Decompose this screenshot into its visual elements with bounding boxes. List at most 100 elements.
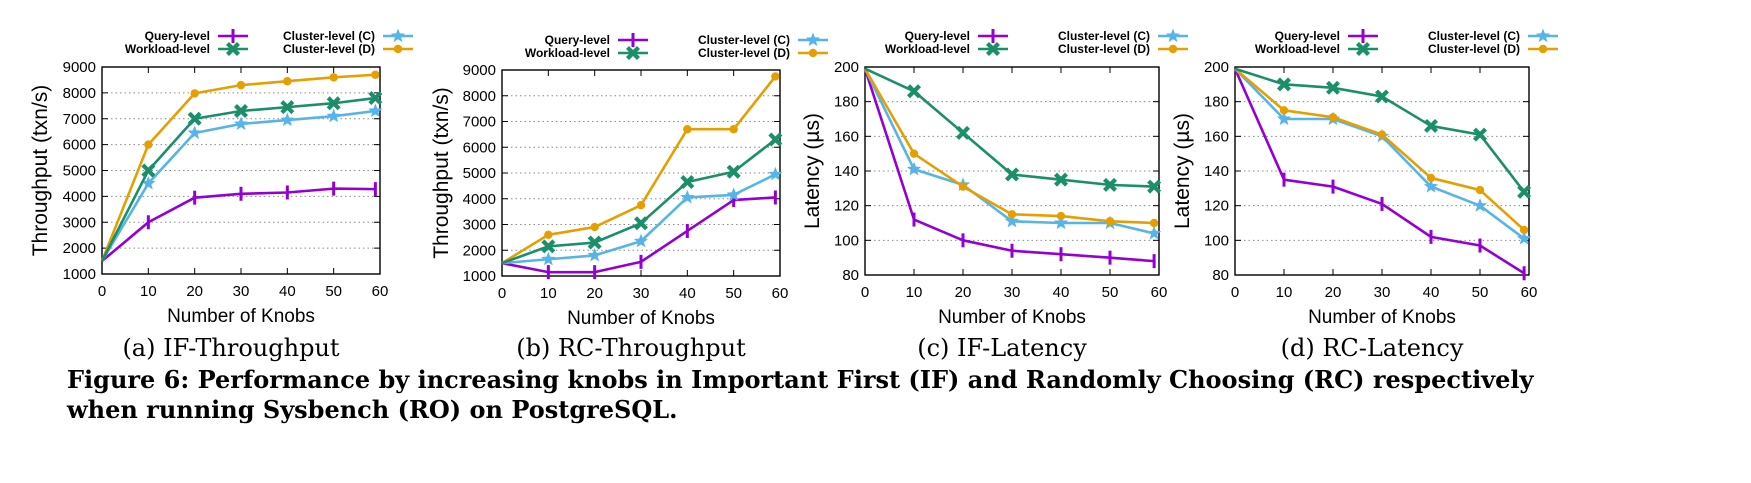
data-point: [280, 100, 295, 115]
y-tick-label: 120: [1204, 198, 1229, 215]
data-point: [636, 200, 646, 210]
legend-marker: [1168, 44, 1178, 54]
data-point: [187, 125, 202, 140]
data-point: [234, 104, 248, 118]
data-point: [1147, 179, 1162, 194]
series-cluster_d: [501, 72, 780, 265]
data-point: [1328, 113, 1338, 122]
legend-label: Workload-level: [1255, 42, 1340, 56]
y-tick-label: 180: [1204, 94, 1229, 111]
x-tick-label: 20: [186, 283, 203, 300]
subcaption: (d) RC-Latency: [1281, 334, 1464, 362]
legend-label: Cluster-level (C): [283, 29, 375, 43]
legend-label: Workload-level: [125, 42, 210, 56]
data-point: [771, 72, 780, 81]
chart-panel-4: 80 100 120 140 160 180 200 0 10 20 30 40 50 60 Number …: [1171, 28, 1558, 362]
legend-label: Cluster-level (D): [1058, 42, 1150, 56]
series-line: [863, 68, 1155, 235]
x-tick-label: 40: [1423, 284, 1440, 301]
figure-caption: Figure 6: Performance by increasing knob…: [67, 365, 1535, 394]
data-point: [236, 80, 246, 90]
data-point: [956, 125, 970, 140]
legend-marker: [808, 48, 818, 58]
data-point: [729, 125, 738, 134]
series-line: [863, 68, 1155, 263]
data-point: [1277, 77, 1291, 92]
chart-panel-1: 1000 2000 3000 4000 5000 6000 7000 8000 9000 0 10 2…: [29, 28, 413, 362]
y-tick-label: 8000: [63, 85, 96, 102]
data-point: [329, 73, 338, 82]
legend-label: Query-level: [905, 29, 970, 43]
data-point: [1005, 167, 1019, 182]
data-point: [683, 125, 692, 134]
x-tick-label: 40: [279, 283, 296, 300]
legend-label: Cluster-level (C): [698, 33, 790, 47]
series-workload: [501, 132, 783, 265]
series-cluster_d: [863, 68, 1159, 228]
x-tick-label: 20: [586, 285, 603, 302]
data-point: [1103, 177, 1117, 192]
legend-label: Cluster-level (D): [283, 42, 375, 56]
y-axis-label: Latency (µs): [801, 113, 824, 229]
data-point: [1056, 211, 1066, 221]
chart-panel-2: 1000 2000 3000 4000 5000 6000 7000 8000 9000 0 10 2…: [430, 32, 828, 362]
legend-label: Cluster-level (D): [698, 46, 790, 60]
data-point: [958, 182, 968, 191]
x-tick-label: 10: [906, 284, 923, 301]
data-point: [1475, 185, 1485, 195]
x-tick-label: 10: [1276, 284, 1293, 301]
legend-marker: [1535, 28, 1551, 43]
legend-label: Query-level: [545, 33, 610, 47]
series-cluster_d: [1234, 67, 1529, 235]
data-point: [544, 230, 553, 239]
data-point: [1519, 225, 1529, 235]
figure-caption: when running Sysbench (RO) on PostgreSQL…: [66, 395, 678, 424]
y-tick-label: 140: [1204, 163, 1229, 180]
data-point: [1426, 173, 1436, 183]
x-tick-label: 50: [1472, 284, 1489, 301]
legend-label: Cluster-level (C): [1428, 29, 1520, 43]
y-tick-label: 160: [1204, 128, 1229, 145]
data-point: [190, 89, 199, 98]
y-axis-label: Throughput (txn/s): [430, 87, 453, 259]
series-query: [1233, 68, 1526, 281]
series-cluster_d: [100, 70, 380, 262]
data-point: [1007, 210, 1017, 219]
y-tick-label: 9000: [63, 59, 96, 76]
y-tick-label: 2000: [63, 240, 96, 257]
y-tick-label: 7000: [63, 111, 96, 128]
x-tick-label: 40: [679, 285, 696, 302]
data-point: [1105, 217, 1115, 226]
x-tick-label: 50: [725, 285, 742, 302]
data-point: [1516, 231, 1532, 245]
x-tick-label: 20: [1325, 284, 1342, 301]
legend-marker: [1356, 42, 1370, 56]
x-tick-label: 0: [1231, 284, 1239, 301]
data-point: [141, 163, 156, 178]
x-tick-label: 20: [955, 284, 972, 301]
x-axis-label: Number of Knobs: [167, 306, 315, 327]
legend-label: Cluster-level (C): [1058, 29, 1150, 43]
data-point: [906, 161, 922, 176]
data-point: [1054, 172, 1068, 187]
legend-marker: [986, 42, 1000, 56]
x-tick-label: 10: [540, 285, 557, 302]
series-cluster_c: [100, 103, 383, 262]
data-point: [1424, 118, 1438, 133]
x-tick-label: 60: [372, 283, 389, 300]
x-tick-label: 50: [1102, 284, 1119, 301]
data-point: [634, 216, 648, 231]
y-tick-label: 3000: [63, 214, 96, 231]
subcaption: (b) RC-Throughput: [516, 334, 746, 362]
data-point: [283, 77, 292, 86]
data-point: [233, 116, 249, 130]
data-point: [587, 235, 602, 250]
x-tick-label: 40: [1053, 284, 1070, 301]
y-tick-label: 9000: [463, 62, 496, 79]
data-point: [187, 111, 202, 126]
x-tick-label: 60: [1521, 284, 1538, 301]
legend-marker: [393, 44, 403, 54]
